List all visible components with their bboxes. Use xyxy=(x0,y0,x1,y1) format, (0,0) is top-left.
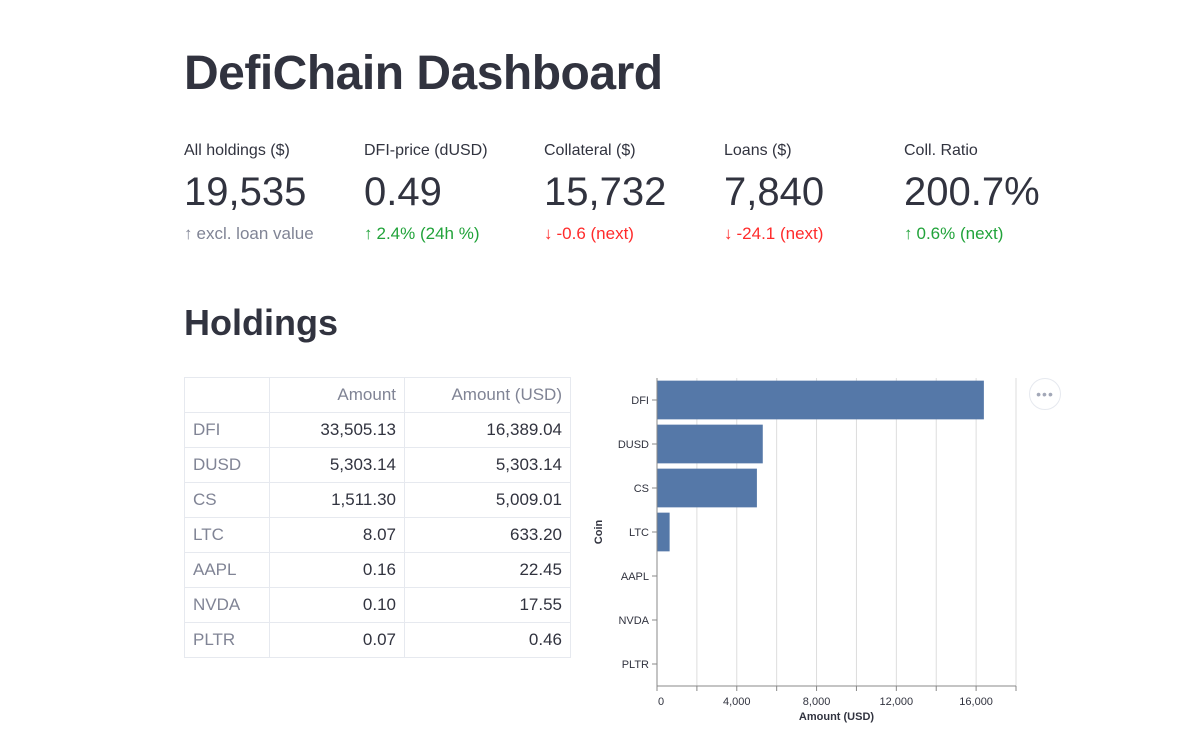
metric-dfi-price: DFI-price (dUSD) 0.49 ↑ 2.4% (24h %) xyxy=(364,142,540,244)
page-title: DefiChain Dashboard xyxy=(184,47,663,100)
cell-amount-usd[interactable]: 5,303.14 xyxy=(404,447,571,483)
y-tick-label: DUSD xyxy=(618,439,649,451)
cell-amount-usd[interactable]: 5,009.01 xyxy=(404,482,571,518)
column-header-index[interactable] xyxy=(184,377,270,413)
arrow-up-icon: ↑ xyxy=(184,224,193,243)
holdings-table[interactable]: Amount Amount (USD) DFI 33,505.13 16,389… xyxy=(184,377,571,658)
cell-amount-usd[interactable]: 633.20 xyxy=(404,517,571,553)
y-tick-label: CS xyxy=(634,483,649,495)
metrics-row: All holdings ($) 19,535 ↑ excl. loan valu… xyxy=(184,142,1084,262)
table-row: NVDA 0.10 17.55 xyxy=(184,587,571,623)
metric-delta-text: 2.4% (24h %) xyxy=(376,224,480,243)
table-row: PLTR 0.07 0.46 xyxy=(184,622,571,658)
metric-coll-ratio: Coll. Ratio 200.7% ↑ 0.6% (next) xyxy=(904,142,1080,244)
metric-delta-text: 0.6% (next) xyxy=(916,224,1004,243)
metric-all-holdings: All holdings ($) 19,535 ↑ excl. loan valu… xyxy=(184,142,360,244)
metric-delta-text: excl. loan value xyxy=(196,224,314,243)
metric-delta: ↓ -0.6 (next) xyxy=(544,224,720,244)
metric-collateral: Collateral ($) 15,732 ↓ -0.6 (next) xyxy=(544,142,720,244)
cell-amount[interactable]: 8.07 xyxy=(269,517,405,553)
metric-delta: ↑ 0.6% (next) xyxy=(904,224,1080,244)
table-row: DUSD 5,303.14 5,303.14 xyxy=(184,447,571,483)
cell-amount-usd[interactable]: 17.55 xyxy=(404,587,571,623)
metric-value: 19,535 xyxy=(184,170,307,214)
table-row: LTC 8.07 633.20 xyxy=(184,517,571,553)
cell-coin[interactable]: DFI xyxy=(184,412,270,448)
metric-loans: Loans ($) 7,840 ↓ -24.1 (next) xyxy=(724,142,900,244)
cell-coin[interactable]: LTC xyxy=(184,517,270,553)
table-header-row: Amount Amount (USD) xyxy=(184,377,571,413)
cell-amount[interactable]: 33,505.13 xyxy=(269,412,405,448)
metric-delta: ↑ 2.4% (24h %) xyxy=(364,224,540,244)
cell-coin[interactable]: PLTR xyxy=(184,622,270,658)
metric-label: Loans ($) xyxy=(724,142,792,159)
y-axis-title: Coin xyxy=(593,520,605,545)
ellipsis-icon: ••• xyxy=(1036,386,1054,402)
cell-coin[interactable]: CS xyxy=(184,482,270,518)
cell-coin[interactable]: AAPL xyxy=(184,552,270,588)
y-tick-label: DFI xyxy=(631,395,649,407)
x-tick-label: 4,000 xyxy=(723,696,751,708)
bar[interactable] xyxy=(657,424,763,464)
cell-amount[interactable]: 0.07 xyxy=(269,622,405,658)
x-tick-label: 8,000 xyxy=(803,696,831,708)
metric-value: 15,732 xyxy=(544,170,667,214)
metric-label: Coll. Ratio xyxy=(904,142,978,159)
metric-delta-text: -0.6 (next) xyxy=(556,224,634,243)
x-tick-label: 16,000 xyxy=(959,696,993,708)
y-tick-label: PLTR xyxy=(622,659,649,671)
table-row: CS 1,511.30 5,009.01 xyxy=(184,482,571,518)
arrow-up-icon: ↑ xyxy=(904,224,913,243)
bar[interactable] xyxy=(657,380,984,420)
cell-coin[interactable]: DUSD xyxy=(184,447,270,483)
cell-amount[interactable]: 0.16 xyxy=(269,552,405,588)
column-header-amount-usd[interactable]: Amount (USD) xyxy=(404,377,571,413)
arrow-up-icon: ↑ xyxy=(364,224,373,243)
metric-delta-text: -24.1 (next) xyxy=(736,224,824,243)
metric-delta: ↓ -24.1 (next) xyxy=(724,224,900,244)
metric-value: 200.7% xyxy=(904,170,1040,214)
bar[interactable] xyxy=(657,512,670,552)
y-tick-label: AAPL xyxy=(621,571,649,583)
arrow-down-icon: ↓ xyxy=(724,224,733,243)
holdings-section-title: Holdings xyxy=(184,302,338,343)
cell-coin[interactable]: NVDA xyxy=(184,587,270,623)
arrow-down-icon: ↓ xyxy=(544,224,553,243)
y-tick-label: LTC xyxy=(629,527,649,539)
x-axis-title: Amount (USD) xyxy=(799,711,874,723)
x-tick-label: 12,000 xyxy=(880,696,914,708)
metric-label: DFI-price (dUSD) xyxy=(364,142,488,159)
column-header-amount[interactable]: Amount xyxy=(269,377,405,413)
table-row: DFI 33,505.13 16,389.04 xyxy=(184,412,571,448)
cell-amount[interactable]: 0.10 xyxy=(269,587,405,623)
metric-delta: ↑ excl. loan value xyxy=(184,224,360,244)
cell-amount-usd[interactable]: 16,389.04 xyxy=(404,412,571,448)
cell-amount-usd[interactable]: 0.46 xyxy=(404,622,571,658)
chart-more-button[interactable]: ••• xyxy=(1029,378,1061,410)
metric-label: All holdings ($) xyxy=(184,142,290,159)
metric-value: 7,840 xyxy=(724,170,825,214)
cell-amount[interactable]: 5,303.14 xyxy=(269,447,405,483)
metric-value: 0.49 xyxy=(364,170,442,214)
cell-amount-usd[interactable]: 22.45 xyxy=(404,552,571,588)
y-tick-label: NVDA xyxy=(618,615,649,627)
cell-amount[interactable]: 1,511.30 xyxy=(269,482,405,518)
metric-label: Collateral ($) xyxy=(544,142,636,159)
bar[interactable] xyxy=(657,468,757,508)
chart-svg: DFI DUSD CS LTC AAPL NVDA PLTR 0 4,000 8,000 12,00… xyxy=(593,378,1017,723)
table-row: AAPL 0.16 22.45 xyxy=(184,552,571,588)
x-tick-label: 0 xyxy=(658,696,664,708)
holdings-bar-chart: DFI DUSD CS LTC AAPL NVDA PLTR 0 4,000 8,000 12,00… xyxy=(590,372,1070,732)
